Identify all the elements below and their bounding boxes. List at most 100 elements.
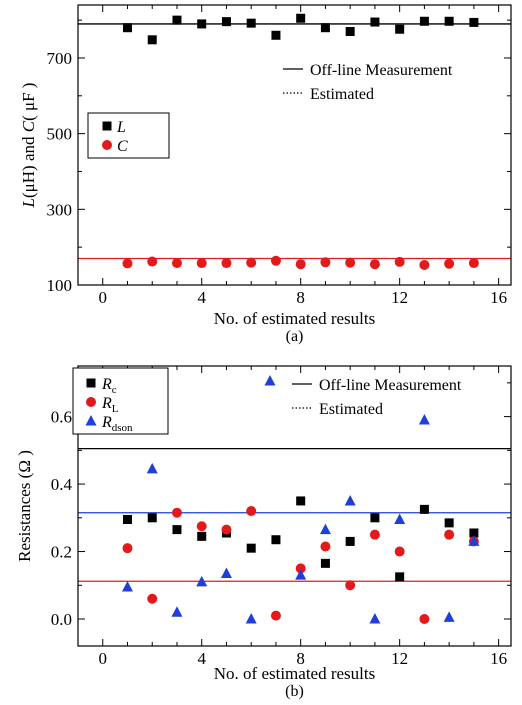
- data-point-circle: [345, 257, 356, 268]
- data-point-circle: [394, 546, 405, 557]
- x-tick-label: 8: [296, 649, 305, 668]
- legend-label: RL: [101, 395, 119, 415]
- data-point-circle: [246, 506, 257, 517]
- data-point-circle: [196, 521, 207, 532]
- data-point-triangle: [295, 569, 307, 580]
- data-point-circle: [221, 258, 232, 269]
- legend-label-main: R: [101, 414, 112, 431]
- legend-label: Rdson: [101, 414, 133, 434]
- data-point-circle: [320, 257, 331, 268]
- data-point-circle: [320, 541, 331, 552]
- data-point-square: [419, 504, 429, 514]
- x-tick-label: 16: [490, 288, 507, 307]
- plot-frame: [77, 365, 512, 647]
- data-point-circle: [369, 259, 380, 270]
- data-point-circle: [122, 258, 133, 269]
- data-point-square: [296, 496, 306, 506]
- x-tick-label: 4: [197, 649, 206, 668]
- data-point-circle: [295, 259, 306, 270]
- legend-lines: Off-line Measurement Estimated: [264, 375, 462, 418]
- legend-label: Rc: [101, 376, 117, 396]
- data-point-circle: [444, 258, 455, 269]
- x-tick-label: 0: [98, 649, 107, 668]
- legend-label: C: [117, 138, 128, 155]
- legend-marker-circle: [102, 140, 112, 150]
- data-point-triangle: [344, 494, 356, 506]
- data-point-square: [147, 35, 157, 45]
- legend-triangle-marker: [264, 375, 276, 386]
- data-point-square: [395, 572, 405, 582]
- legend-label-main: R: [101, 376, 112, 393]
- plot-frame: [77, 4, 512, 286]
- data-point-square: [172, 15, 182, 25]
- data-point-circle: [345, 580, 356, 591]
- data-point-square: [147, 513, 157, 523]
- legend-marker-circle: [86, 397, 96, 407]
- data-point-circle: [171, 507, 182, 518]
- data-point-square: [320, 558, 330, 568]
- data-point-circle: [369, 529, 380, 540]
- data-point-square: [370, 513, 380, 523]
- legend-line-label: Estimated: [319, 401, 383, 418]
- data-point-triangle: [220, 567, 232, 578]
- legend-line-label: Estimated: [310, 86, 374, 103]
- chart-b: 0 4 8 12 16 0.0 0.2 0.4 0.6 No. of estimated resu…: [15, 365, 512, 700]
- data-point-circle: [468, 258, 479, 269]
- data-point-square: [172, 525, 182, 535]
- figure-caption: (b): [285, 683, 304, 700]
- data-point-circle: [444, 529, 455, 540]
- x-tick-label: 12: [391, 649, 408, 668]
- data-point-square: [395, 24, 405, 34]
- data-point-circle: [270, 610, 281, 621]
- legend-label-subscript: dson: [112, 422, 133, 434]
- data-point-circle: [270, 255, 281, 266]
- data-point-circle: [295, 563, 306, 574]
- y-tick-label: 500: [47, 125, 73, 144]
- data-point-square: [370, 17, 380, 27]
- y-tick-label: 0.6: [51, 408, 72, 427]
- data-points: [122, 13, 479, 270]
- legend-line-label: Off-line Measurement: [310, 62, 453, 79]
- data-point-square: [345, 536, 355, 546]
- y-axis-label: L(μH) and C( μF ): [19, 83, 38, 209]
- figure-caption: (a): [286, 328, 304, 345]
- x-tick-label: 16: [490, 649, 507, 668]
- data-points: [121, 413, 480, 625]
- legend-marker-square: [86, 378, 96, 388]
- data-point-circle: [246, 257, 257, 268]
- data-point-square: [221, 17, 231, 27]
- data-point-circle: [196, 258, 207, 269]
- data-point-square: [419, 16, 429, 26]
- data-point-square: [271, 535, 281, 545]
- legend-box: [87, 112, 170, 159]
- data-point-circle: [147, 256, 158, 267]
- data-point-triangle: [369, 613, 381, 624]
- data-point-triangle: [443, 611, 455, 622]
- data-point-triangle: [245, 613, 257, 624]
- data-point-triangle: [468, 535, 480, 546]
- data-point-square: [122, 23, 132, 33]
- data-point-square: [271, 30, 281, 40]
- data-point-square: [345, 26, 355, 36]
- data-point-triangle: [319, 523, 331, 535]
- data-point-square: [122, 514, 132, 524]
- data-point-triangle: [394, 513, 406, 524]
- data-point-circle: [419, 259, 430, 270]
- data-point-triangle: [418, 413, 430, 425]
- data-point-circle: [394, 256, 405, 267]
- data-point-square: [296, 13, 306, 23]
- x-axis-label: No. of estimated results: [214, 664, 375, 683]
- legend-label-subscript: L: [112, 403, 119, 415]
- data-point-square: [320, 23, 330, 33]
- data-point-square: [469, 528, 479, 538]
- data-point-square: [469, 17, 479, 27]
- x-tick-label: 8: [296, 288, 305, 307]
- data-point-triangle: [196, 575, 208, 587]
- data-point-triangle: [171, 606, 183, 617]
- x-tick-label: 12: [391, 288, 408, 307]
- legend-marker-square: [102, 121, 112, 131]
- y-axis-label-part: C: [19, 120, 38, 132]
- legend-label-main: R: [101, 395, 112, 412]
